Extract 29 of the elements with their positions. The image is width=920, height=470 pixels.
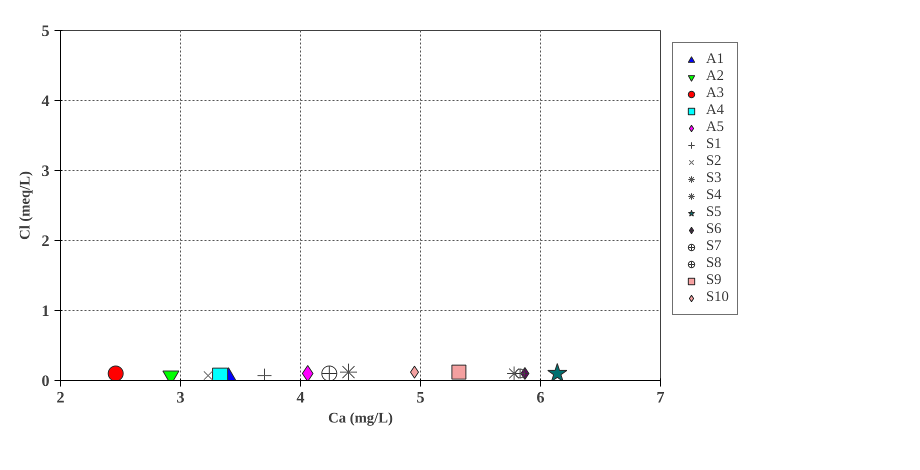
legend-label: S9 — [706, 272, 722, 289]
x-axis-title: Ca (mg/L) — [328, 410, 393, 426]
legend-label: S6 — [706, 221, 722, 238]
legend-label: A5 — [706, 119, 725, 136]
legend-label: S8 — [706, 255, 722, 272]
x-tick-label: 4 — [296, 390, 304, 406]
legend-label: A4 — [706, 102, 725, 119]
x-tick-label: 5 — [416, 390, 424, 406]
y-tick-label: 3 — [42, 163, 50, 180]
y-tick-label: 5 — [42, 23, 50, 40]
legend-label: A1 — [706, 51, 725, 68]
y-axis-title: Cl (meq/L) — [18, 170, 34, 240]
legend-label: S7 — [706, 238, 722, 255]
legend-label: S2 — [706, 153, 722, 170]
legend-label: A2 — [706, 68, 725, 85]
y-tick-label: 2 — [42, 233, 50, 250]
legend-label: S5 — [706, 204, 722, 221]
legend-label: S10 — [706, 289, 729, 306]
x-tick-label: 7 — [656, 390, 664, 406]
x-tick-label: 6 — [536, 390, 544, 406]
legend-label: S4 — [706, 187, 722, 204]
y-tick-label: 4 — [42, 93, 50, 110]
y-tick-label: 1 — [42, 303, 50, 320]
x-tick-label: 2 — [56, 390, 64, 406]
legend-label: S3 — [706, 170, 722, 187]
x-tick-label: 3 — [176, 390, 184, 406]
y-tick-label: 0 — [42, 373, 50, 390]
legend-label: S1 — [706, 136, 722, 153]
legend-label: A3 — [706, 85, 725, 102]
